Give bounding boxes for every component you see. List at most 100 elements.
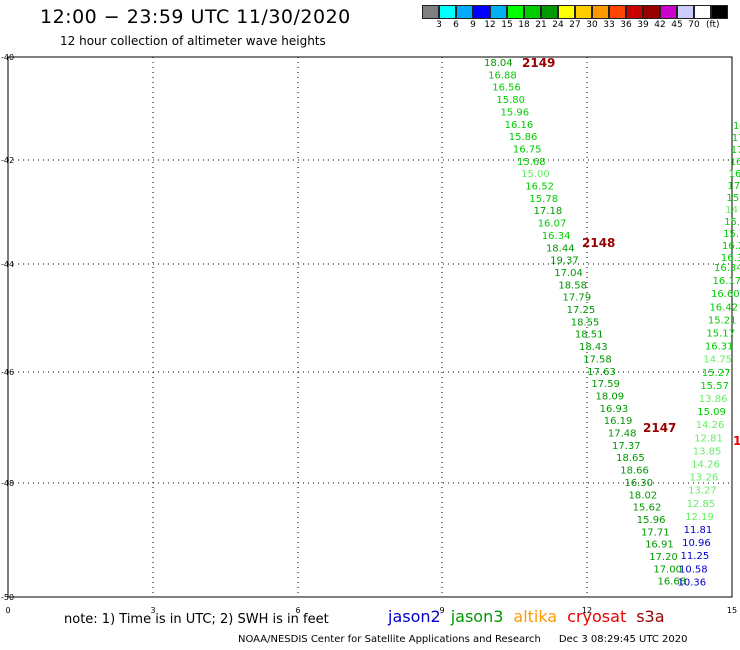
swh-value: 15.7 <box>723 229 740 240</box>
swh-value: 16.68 <box>657 577 686 588</box>
swh-value: 18.51 <box>575 330 604 341</box>
swh-value: 16.17 <box>712 276 740 287</box>
swh-value: 16.34 <box>714 263 740 274</box>
swh-value: 14.75 <box>703 355 732 366</box>
legend-tick-label: 39 <box>637 20 649 30</box>
swh-value: 16.34 <box>542 231 571 242</box>
legend-tick-label: 15 <box>501 20 513 30</box>
y-tick-label: -46 <box>1 368 14 377</box>
swh-value: 14.26 <box>696 420 725 431</box>
swh-value: 14 <box>725 205 738 216</box>
swh-value: 16.16 <box>505 120 534 131</box>
satellite-jason2: jason2 <box>388 607 441 626</box>
satellite-legend: jason2 jason3 altika cryosat s3a <box>388 607 675 626</box>
footer: NOAA/NESDIS Center for Satellite Applica… <box>238 634 687 645</box>
swh-value: 15.86 <box>509 132 538 143</box>
swh-value: 18.65 <box>616 453 645 464</box>
swh-value: 16.52 <box>525 182 554 193</box>
satellite-altika: altika <box>513 607 558 626</box>
swh-value: 13.85 <box>693 446 722 457</box>
swh-value: 11.81 <box>684 525 713 536</box>
swh-value: 15.21 <box>708 315 737 326</box>
wave-height-color-legend: 3 6 9 12 15 18 21 24 27 30 33 36 39 42 45 70 (ft) <box>422 5 740 31</box>
swh-value: 17.20 <box>649 552 678 563</box>
swh-value: 13.86 <box>699 394 728 405</box>
swh-value: 10.36 <box>678 577 707 588</box>
swh-value: 16.31 <box>705 342 734 353</box>
swh-value: 18.58 <box>558 280 587 291</box>
y-tick-label: -42 <box>1 156 14 165</box>
swh-value: 17.79 <box>562 293 591 304</box>
legend-swatches <box>422 5 740 19</box>
swh-value: 10.58 <box>679 564 708 575</box>
legend-swatch <box>541 5 558 19</box>
swh-value: 17 <box>732 133 740 144</box>
legend-swatch <box>694 5 711 19</box>
x-tick-label: 0 <box>5 606 10 615</box>
swh-value: 15.96 <box>501 107 530 118</box>
swh-value: 17.63 <box>587 367 616 378</box>
legend-swatch <box>592 5 609 19</box>
swh-value: 16.60 <box>711 289 740 300</box>
legend-tick-label: 45 <box>671 20 683 30</box>
swh-value: 14 <box>733 121 740 132</box>
x-tick-label: 9 <box>439 606 444 615</box>
swh-value: 17.00 <box>653 564 682 575</box>
swh-value: 17.18 <box>534 206 563 217</box>
legend-tick-label: 24 <box>552 20 564 30</box>
legend-labels: 3 6 9 12 15 18 21 24 27 30 33 36 39 42 45 70 (ft) <box>422 19 740 31</box>
legend-tick-label: 12 <box>484 20 496 30</box>
legend-swatch <box>439 5 456 19</box>
legend-tick-label: 21 <box>535 20 547 30</box>
units-note: note: 1) Time is in UTC; 2) SWH is in fe… <box>64 612 329 627</box>
legend-swatch <box>575 5 592 19</box>
track-id-label: 2149 <box>522 56 555 70</box>
legend-swatch <box>660 5 677 19</box>
legend-tick-label: 9 <box>470 20 476 30</box>
legend-swatch <box>609 5 626 19</box>
footer-timestamp: Dec 3 08:29:45 UTC 2020 <box>558 634 688 645</box>
swh-value: 10.96 <box>682 538 711 549</box>
legend-swatch <box>677 5 694 19</box>
swh-value: 16.56 <box>492 83 521 94</box>
swh-value: 17.25 <box>567 305 596 316</box>
legend-tick-label: 70 <box>688 20 700 30</box>
swh-value: 15.27 <box>702 368 731 379</box>
swh-value: 11.25 <box>681 551 710 562</box>
swh-value: 17.37 <box>612 441 641 452</box>
swh-value: 14.26 <box>691 460 720 471</box>
legend-tick-label: 18 <box>518 20 530 30</box>
legend-swatch <box>524 5 541 19</box>
legend-swatch <box>643 5 660 19</box>
y-tick-label: -48 <box>1 479 14 488</box>
swh-value: 18.02 <box>629 490 658 501</box>
swh-value: 17.58 <box>583 354 612 365</box>
swh-value: 15.57 <box>700 381 729 392</box>
track-id-label: 2147 <box>643 421 676 435</box>
swh-value: 12.85 <box>687 499 716 510</box>
satellite-s3a: s3a <box>636 607 665 626</box>
swh-value: 17.59 <box>591 379 620 390</box>
swh-value: 15.68 <box>517 157 546 168</box>
legend-tick-label: 33 <box>603 20 615 30</box>
swh-value: 16.07 <box>538 219 567 230</box>
x-tick-label: 15 <box>727 606 737 615</box>
track-id-label: 2148 <box>582 236 615 250</box>
y-tick-label: -40 <box>1 53 14 62</box>
swh-value: 16.42 <box>709 302 738 313</box>
swh-value: 15. <box>724 217 740 228</box>
swh-value: 16.91 <box>645 540 674 551</box>
satellite-cryosat: cryosat <box>567 607 627 626</box>
legend-swatch <box>490 5 507 19</box>
swh-value: 13.27 <box>688 486 717 497</box>
swh-value: 15.78 <box>529 194 558 205</box>
swh-value: 17.71 <box>641 527 670 538</box>
legend-tick-label: 6 <box>453 20 459 30</box>
legend-unit: (ft) <box>706 20 720 30</box>
swh-value: 17 <box>728 181 740 192</box>
swh-value: 12.81 <box>694 433 723 444</box>
swh-value: 16.30 <box>624 478 653 489</box>
page-title: 12:00 − 23:59 UTC 11/30/2020 <box>40 6 351 28</box>
legend-tick-label: 30 <box>586 20 598 30</box>
swh-value: 15. <box>726 193 740 204</box>
